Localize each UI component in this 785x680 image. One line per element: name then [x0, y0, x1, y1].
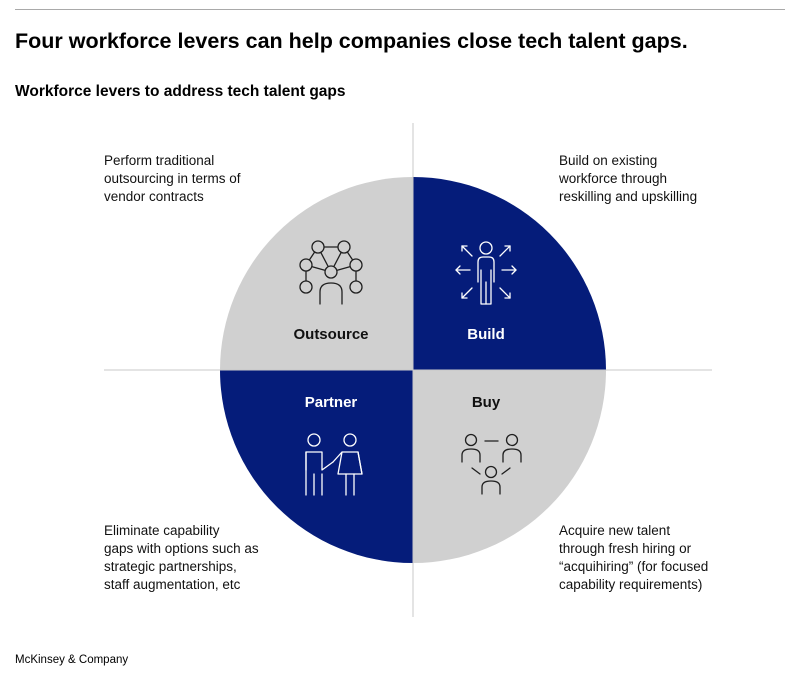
headline: Four workforce levers can help companies… [15, 29, 688, 53]
description-line: “acquihiring” (for focused [559, 559, 709, 574]
two-people-holding-hands-icon [305, 433, 363, 496]
build-quadrant [413, 177, 606, 370]
description-line: Build on existing [559, 153, 658, 168]
build-label: Build [467, 326, 505, 343]
buy-quadrant [413, 370, 606, 563]
buy-label: Buy [472, 394, 501, 411]
network-person-icon [299, 240, 363, 305]
build-description: Build on existing workforce through resk… [559, 152, 697, 206]
buy-description: Acquire new talent through fresh hiring … [559, 522, 708, 594]
description-line: workforce through [559, 171, 668, 186]
description-line: Perform traditional [104, 153, 215, 168]
description-line: strategic partnerships, [104, 559, 237, 574]
outsource-description: Perform traditional outsourcing in terms… [104, 152, 241, 206]
partner-label: Partner [305, 394, 358, 411]
person-growth-arrows-icon [455, 241, 517, 305]
description-line: Eliminate capability [104, 523, 220, 538]
partner-description: Eliminate capability gaps with options s… [104, 522, 259, 594]
description-line: through fresh hiring or [559, 541, 692, 556]
chart-subtitle: Workforce levers to address tech talent … [15, 83, 346, 100]
description-line: gaps with options such as [104, 541, 259, 556]
top-divider [15, 9, 785, 10]
description-line: capability requirements) [559, 577, 703, 592]
outsource-quadrant [220, 177, 413, 370]
description-line: outsourcing in terms of [104, 171, 241, 186]
outsource-label: Outsource [293, 326, 368, 343]
partner-quadrant [220, 370, 413, 563]
description-line: vendor contracts [104, 189, 204, 204]
description-line: reskilling and upskilling [559, 189, 698, 204]
three-people-connected-icon [461, 433, 522, 495]
company-logo-text: McKinsey & Company [15, 654, 129, 666]
description-line: Acquire new talent [559, 523, 671, 538]
description-line: staff augmentation, etc [104, 577, 241, 592]
